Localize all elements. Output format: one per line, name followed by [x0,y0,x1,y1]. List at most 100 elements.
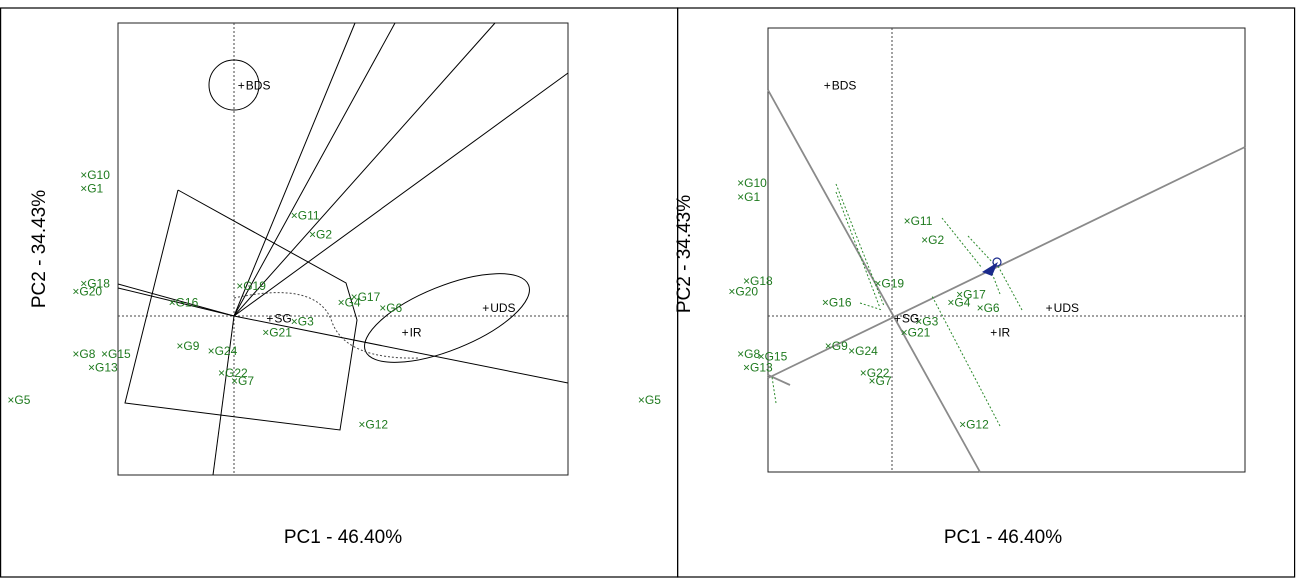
right-genotype-marker-g16: × [822,295,829,309]
left-genotype-marker-g16: × [169,295,176,309]
left-genotype-label-g22: G22 [225,366,248,380]
left-genotype-marker-g24: × [208,344,215,358]
left-genotype-marker-g6: × [379,301,386,315]
left-plot-frame [117,22,569,476]
left-genotype-label-g13: G13 [95,360,118,374]
right-genotype-label-g22: G22 [867,366,890,380]
right-genotype-marker-g21: × [901,325,908,339]
right-genotype-marker-g10: × [737,176,744,190]
right-genotype-marker-g15: × [758,350,765,364]
left-ray-1 [233,22,356,317]
left-genotype-label-g12: G12 [365,417,388,431]
right-genotype-marker-g22: × [860,366,867,380]
right-projection-g16 [859,302,883,311]
left-genotype-label-g2: G2 [316,228,332,242]
right-environment-label-uds: UDS [1054,301,1079,315]
right-genotype-marker-g3: × [915,314,922,328]
right-projection-g5 [771,376,777,404]
left-genotype-label-g19: G19 [243,279,266,293]
left-environment-label-uds: UDS [490,301,515,315]
right-genotype-label-g5: G5 [645,393,661,407]
right-genotype-label-g13: G13 [750,360,773,374]
right-genotype-marker-g6: × [977,301,984,315]
left-environment-label-ir: IR [410,325,422,339]
right-genotype-marker-g20: × [728,285,735,299]
left-genotype-label-g4: G4 [345,295,361,309]
left-environment-label-bds: BDS [246,79,271,93]
left-genotype-label-g15: G15 [108,347,131,361]
left-ray-5 [233,315,569,384]
right-genotype-label-g6: G6 [984,301,1000,315]
left-dotted-arc [233,292,421,359]
right-genotype-label-g24: G24 [855,344,878,358]
left-uds-ellipse [364,273,530,363]
right-projection-g10 [835,183,885,307]
right-arrow-icon [982,262,998,276]
left-polygon-outline [124,189,358,431]
right-genotype-marker-g7: × [869,374,876,388]
left-genotype-label-g20: G20 [79,285,102,299]
right-projection-g2 [967,235,995,265]
left-genotype-marker-g22: × [218,366,225,380]
right-genotype-label-g4: G4 [954,295,970,309]
right-genotype-marker-g11: × [904,214,911,228]
left-genotype-marker-g7: × [231,374,238,388]
right-genotype-label-g15: G15 [765,350,788,364]
left-genotype-marker-g2: × [309,228,316,242]
right-genotype-marker-g12: × [959,417,966,431]
left-ray-4 [233,72,569,317]
right-genotype-label-g11: G11 [911,214,933,228]
left-genotype-marker-g13: × [88,360,95,374]
right-y-axis-title: PC2 - 34.43% [674,195,695,313]
left-ray-6 [212,315,235,476]
right-genotype-marker-g18: × [743,274,750,288]
left-genotype-label-g18: G18 [87,276,110,290]
right-genotype-marker-g1: × [737,190,744,204]
right-environment-marker-bds: + [824,79,831,93]
right-environment-label-ir: IR [998,325,1010,339]
right-points: × G10× G1× G11× G2× G18× G20× G19× G16× G17× G4 × G6… [638,79,1079,432]
left-ray-3 [233,22,496,317]
left-genotype-marker-g19: × [236,279,243,293]
left-genotype-marker-g4: × [338,295,345,309]
left-environment-label-sg: SG [274,312,291,326]
left-genotype-label-g24: G24 [215,344,238,358]
left-genotype-label-g6: G6 [386,301,402,315]
left-points: × G10× G1× G11× G2× G18× G20 × G19× G16 × G17× G4 × G6… [7,79,515,432]
left-panel-border [0,7,679,578]
right-genotype-label-g8: G8 [744,347,760,361]
left-genotype-marker-g8: × [72,347,79,361]
left-polygon [117,22,569,476]
right-projection-g1 [835,191,881,309]
right-projection-g12 [931,295,1001,427]
right-genotype-label-g2: G2 [928,233,944,247]
left-bds-circle [208,59,260,111]
right-genotype-label-g16: G16 [829,295,852,309]
left-genotype-label-g7: G7 [238,374,254,388]
left-genotype-label-g16: G16 [176,295,199,309]
right-environment-marker-uds: + [1046,301,1053,315]
left-ray-8 [117,287,235,317]
left-biplot: × G10× G1× G11× G2× G18× G20 × G19× G16 × G17× G4 × G6… [7,22,569,548]
left-genotype-label-g5: G5 [14,393,30,407]
left-genotype-label-g21: G21 [269,325,292,339]
right-genotype-marker-g5: × [638,393,645,407]
right-genotype-label-g7: G7 [876,374,892,388]
left-genotype-marker-g12: × [358,417,365,431]
right-genotype-marker-g24: × [848,344,855,358]
right-genotype-label-g21: G21 [908,325,931,339]
left-genotype-label-g1: G1 [87,182,103,196]
left-environment-marker-uds: + [482,301,489,315]
right-biplot: × G10× G1× G11× G2× G18× G20× G19× G16× G17× G4 × G6… [638,27,1246,548]
left-y-axis-title: PC2 - 34.43% [29,190,50,308]
left-genotype-marker-g21: × [262,325,269,339]
right-genotype-marker-g9: × [825,339,832,353]
right-genotype-label-g9: G9 [832,339,848,353]
right-genotype-label-g17: G17 [963,287,986,301]
left-genotype-marker-g18: × [80,276,87,290]
left-environment-marker-bds: + [238,79,245,93]
left-ray-7 [117,283,235,317]
right-environment-marker-sg: + [894,312,901,326]
left-genotype-marker-g15: × [101,347,108,361]
right-x-axis-title: PC1 - 46.40% [944,527,1062,548]
